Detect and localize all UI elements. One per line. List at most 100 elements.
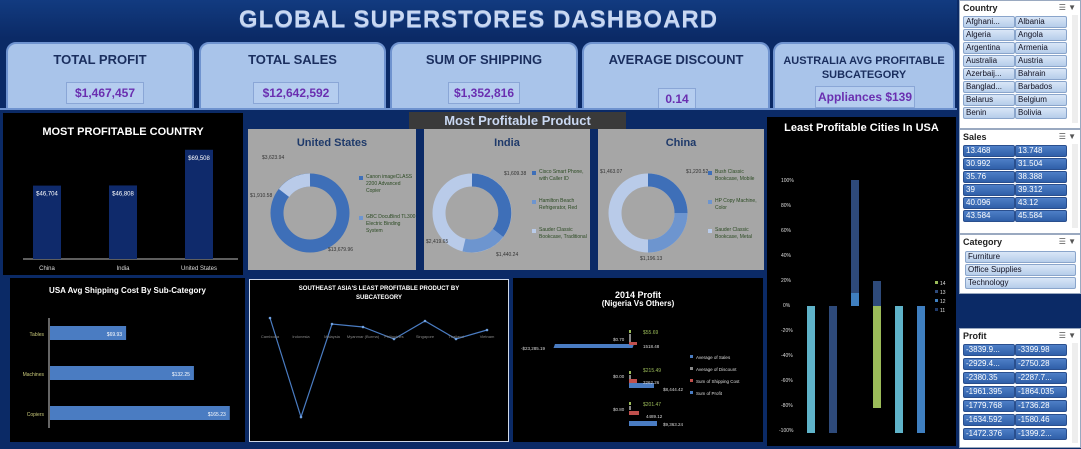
kpi-total-sales: TOTAL SALES $12,642,592 — [199, 42, 386, 110]
data-label: $55.69 — [643, 330, 659, 336]
legend-label: Average of Discount — [696, 367, 737, 372]
slicer-item[interactable]: Office Supplies — [965, 264, 1076, 276]
southeast-asia-panel: SOUTHEAST ASIA'S LEAST PROFITABLE PRODUC… — [249, 279, 509, 442]
legend-label: 14 — [940, 281, 946, 287]
slicer-item[interactable]: Benin — [963, 107, 1015, 119]
filter-icons[interactable]: ☰ ▼ — [1058, 3, 1076, 12]
slicer-item[interactable]: 31.504 — [1015, 158, 1067, 170]
bar-sales — [629, 383, 654, 388]
x-tick-label: Myanmar (Burma) — [347, 334, 380, 339]
legend-label: 12 — [940, 299, 946, 305]
slicer-item[interactable]: Austria — [1015, 55, 1067, 67]
scrollbar[interactable] — [1072, 144, 1078, 228]
southeast-line-chart: Cambodia Indonesia Malaysia Myanmar (Bur… — [261, 316, 495, 419]
slicer-item[interactable]: -2750.28 — [1015, 358, 1067, 370]
donut-panel-india: India $1,609.38 $2,419.65 $1,440.24 Cisc… — [424, 129, 590, 270]
slicer-item[interactable]: 39 — [963, 184, 1015, 196]
x-tick-label: Philippines — [384, 334, 403, 339]
legend-swatch — [532, 229, 536, 233]
slicer-item[interactable]: -2380.35 — [963, 372, 1015, 384]
filter-icons[interactable]: ☰ ▼ — [1058, 132, 1076, 141]
slicer-item[interactable]: -1399.2... — [1015, 428, 1067, 440]
city-bar — [829, 306, 837, 433]
slicer-item[interactable]: Algeria — [963, 29, 1015, 41]
bar-profit — [629, 402, 631, 405]
legend-label: 13 — [940, 290, 946, 296]
bar-discount — [629, 375, 631, 379]
slicer-item[interactable]: -1736.28 — [1015, 400, 1067, 412]
kpi-value: $12,642,592 — [253, 82, 339, 104]
slicer-item[interactable]: -3839.9... — [963, 344, 1015, 356]
slicer-item[interactable]: -2929.4... — [963, 358, 1015, 370]
legend-item: Cisco Smart Phone, with Caller ID — [539, 169, 584, 182]
scrollbar[interactable] — [1072, 343, 1078, 443]
slicer-item[interactable]: Belgium — [1015, 94, 1067, 106]
slicer-item[interactable]: Furniture — [965, 251, 1076, 263]
legend-swatch — [690, 367, 693, 370]
slicer-item[interactable]: Afghani... — [963, 16, 1015, 28]
donut-label: $2,419.65 — [426, 239, 448, 245]
scrollbar[interactable] — [1072, 15, 1078, 123]
slicer-item[interactable]: Banglad... — [963, 81, 1015, 93]
legend-swatch — [708, 171, 712, 175]
y-tick-label: Machines — [23, 372, 45, 378]
panel-title: China — [665, 137, 697, 149]
city-bar — [873, 306, 881, 408]
legend-label: Sum of Profit — [696, 391, 723, 396]
slicer-item[interactable]: 30.992 — [963, 158, 1015, 170]
bar-tables — [50, 326, 127, 340]
donut-label: $3,623.94 — [262, 155, 284, 161]
slicer-item[interactable]: Angola — [1015, 29, 1067, 41]
usa-shipping-panel: USA Avg Shipping Cost By Sub-Category $6… — [10, 278, 245, 442]
legend-item: GBC DocuBind TL300 Electric Binding Syst… — [366, 214, 416, 234]
bar-sales — [629, 421, 657, 426]
slicer-item[interactable]: -2287.7... — [1015, 372, 1067, 384]
legend-swatch — [935, 299, 938, 302]
slicer-item[interactable]: 43.12 — [1015, 197, 1067, 209]
slicer-item[interactable]: Barbados — [1015, 81, 1067, 93]
panel-title: India — [494, 137, 520, 149]
filter-icons[interactable]: ☰ ▼ — [1058, 331, 1076, 340]
donut-chart: $1,463.07 $1,220.52 $1,196.13 — [600, 169, 712, 262]
slicer-item[interactable]: 13.748 — [1015, 145, 1067, 157]
data-label: $46,808 — [112, 191, 134, 197]
slicer-item[interactable]: Bolivia — [1015, 107, 1067, 119]
slicer-item[interactable]: -1580.46 — [1015, 414, 1067, 426]
slicer-item[interactable]: Technology — [965, 277, 1076, 289]
filter-icons[interactable]: ☰ ▼ — [1058, 237, 1076, 246]
slicer-country: Country ☰ ▼ Afghani... Albania Algeria A… — [959, 0, 1081, 129]
slicer-item[interactable]: Azerbaij... — [963, 68, 1015, 80]
x-tick-label: Indonesia — [292, 334, 310, 339]
kpi-label: TOTAL SALES — [248, 52, 337, 67]
profit-2014-chart: -$23,285.19 $0.70 1518.48 $55.69 $0.00 3… — [521, 330, 740, 427]
slicer-item[interactable]: 45.584 — [1015, 210, 1067, 222]
slicer-item[interactable]: 39.312 — [1015, 184, 1067, 196]
slicer-item[interactable]: Argentina — [963, 42, 1015, 54]
data-label: $46,704 — [36, 192, 58, 198]
slicer-item[interactable]: Belarus — [963, 94, 1015, 106]
slicer-item[interactable]: Australia — [963, 55, 1015, 67]
slicer-item[interactable]: 35.76 — [963, 171, 1015, 183]
bar-shipping — [629, 342, 637, 345]
slicer-item[interactable]: -1779.768 — [963, 400, 1015, 412]
slicer-item[interactable]: -1472.376 — [963, 428, 1015, 440]
slicer-item[interactable]: Armenia — [1015, 42, 1067, 54]
slicer-item[interactable]: -1634.592 — [963, 414, 1015, 426]
legend-swatch — [690, 379, 693, 382]
bar-shipping — [629, 411, 639, 415]
slicer-item[interactable]: -1961.395 — [963, 386, 1015, 398]
bar-sales — [553, 344, 634, 348]
donut-label: $1,196.13 — [640, 256, 662, 262]
slicer-item[interactable]: -1864.035 — [1015, 386, 1067, 398]
slicer-item[interactable]: Albania — [1015, 16, 1067, 28]
slicer-item[interactable]: -3399.98 — [1015, 344, 1067, 356]
x-tick-label: Vietnam — [480, 334, 495, 339]
data-label: $215.49 — [643, 368, 661, 374]
slicer-item[interactable]: Bahrain — [1015, 68, 1067, 80]
slicer-item[interactable]: 43.584 — [963, 210, 1015, 222]
slicer-item[interactable]: 13.468 — [963, 145, 1015, 157]
slicer-item[interactable]: 40.096 — [963, 197, 1015, 209]
slicer-title: Category — [963, 237, 1003, 247]
slicer-item[interactable]: 38.388 — [1015, 171, 1067, 183]
legend-item: Hamilton Beach Refrigerator, Red — [539, 198, 578, 211]
